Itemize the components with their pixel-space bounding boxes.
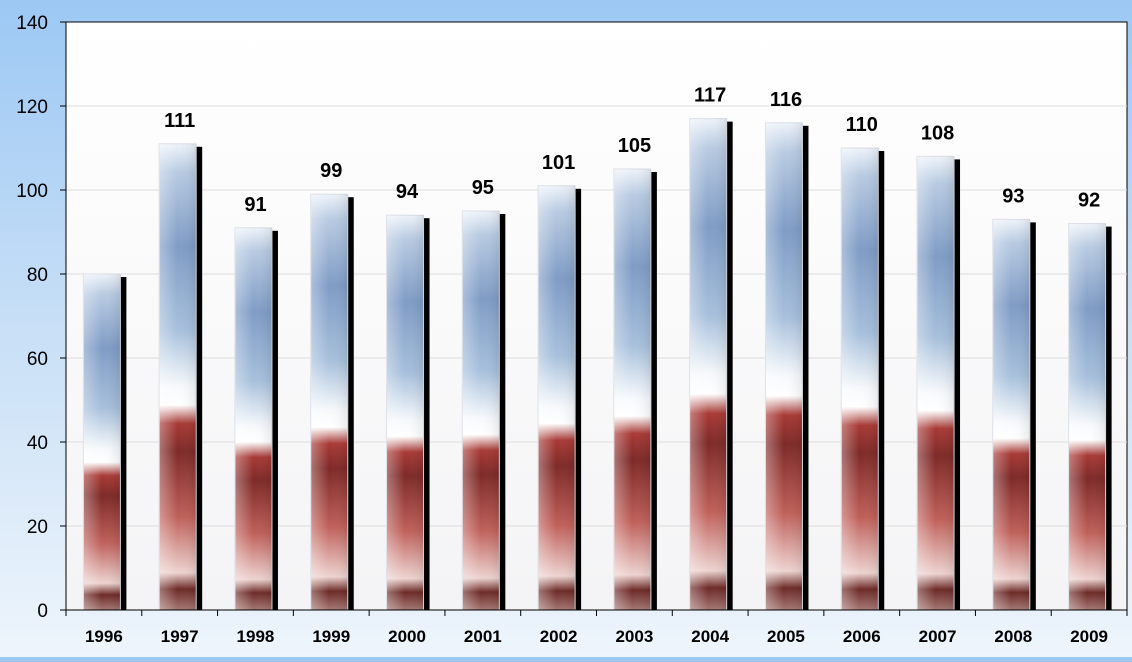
bar-shadow	[802, 125, 809, 611]
data-label: 101	[542, 152, 575, 174]
bar-shadow	[878, 151, 885, 610]
bar-shadow	[196, 146, 203, 611]
x-tick-label: 2008	[994, 627, 1032, 646]
bar-sheen	[538, 185, 576, 611]
x-tick-label: 1997	[161, 627, 199, 646]
bars	[82, 118, 1112, 611]
bar-sheen	[613, 169, 651, 610]
x-tick-label: 2006	[843, 627, 881, 646]
data-label: 95	[472, 177, 494, 199]
x-tick-label: 2005	[767, 627, 805, 646]
bar-sheen	[917, 156, 955, 610]
y-tick-label: 20	[27, 517, 48, 538]
x-tick-label: 1999	[312, 627, 350, 646]
data-label: 94	[396, 181, 419, 203]
bar-shadow	[120, 277, 127, 610]
value-labels: 111 91 99 94 95 101 105 117 116 110 108 93 92	[164, 85, 1100, 216]
bar-sheen	[159, 143, 197, 611]
bar-sheen	[841, 148, 879, 610]
bar-shadow	[271, 230, 278, 611]
bar-shadow	[423, 218, 430, 610]
bar-sheen	[462, 211, 500, 610]
x-tick-label: 1996	[85, 627, 123, 646]
x-tick-label: 2003	[615, 627, 653, 646]
data-label: 105	[618, 135, 651, 157]
y-tick-label: 140	[16, 13, 48, 34]
data-label: 91	[244, 194, 266, 216]
x-tick-label: 2009	[1070, 627, 1108, 646]
data-label: 93	[1002, 185, 1024, 207]
y-tick-label: 60	[27, 349, 48, 370]
data-label: 108	[921, 122, 954, 144]
bar-sheen	[234, 227, 272, 611]
bar-shadow	[1029, 222, 1036, 610]
y-axis-ticks: 0 20 40 60 80 100 120 140	[16, 13, 66, 622]
bar-shadow	[650, 172, 657, 610]
x-tick-label: 2002	[540, 627, 578, 646]
x-tick-label: 2004	[691, 627, 729, 646]
y-tick-label: 100	[16, 181, 48, 202]
x-tick-label: 2000	[388, 627, 426, 646]
x-axis-ticks: 1996 1997 1998 1999 2000 2001 2002 2003 2004 2005…	[65, 610, 1128, 646]
y-tick-label: 80	[27, 265, 48, 286]
plot-area	[65, 21, 1128, 611]
bar-sheen	[992, 219, 1030, 610]
x-tick-label: 2001	[464, 627, 502, 646]
y-tick-label: 120	[16, 97, 48, 118]
bar-shadow	[347, 197, 354, 610]
bar-sheen	[765, 122, 803, 611]
x-tick-label: 2007	[919, 627, 957, 646]
x-tick-label: 1998	[237, 627, 275, 646]
y-tick-label: 0	[37, 601, 48, 622]
data-label: 111	[164, 110, 195, 132]
y-tick-label: 40	[27, 433, 48, 454]
data-label: 99	[320, 160, 342, 182]
bar-sheen	[1068, 223, 1106, 610]
bar-shadow	[954, 159, 961, 610]
bar-shadow	[575, 188, 582, 611]
bar-shadow	[499, 214, 506, 610]
data-label: 117	[694, 85, 726, 107]
bar-shadow	[726, 121, 733, 610]
data-label: 92	[1078, 190, 1100, 212]
data-label: 116	[770, 89, 802, 111]
bar-sheen	[689, 118, 727, 610]
bar-sheen	[83, 274, 121, 610]
bar-shadow	[1105, 226, 1112, 610]
data-label: 110	[846, 114, 878, 136]
bar-sheen	[310, 194, 348, 610]
bar-sheen	[386, 215, 424, 610]
